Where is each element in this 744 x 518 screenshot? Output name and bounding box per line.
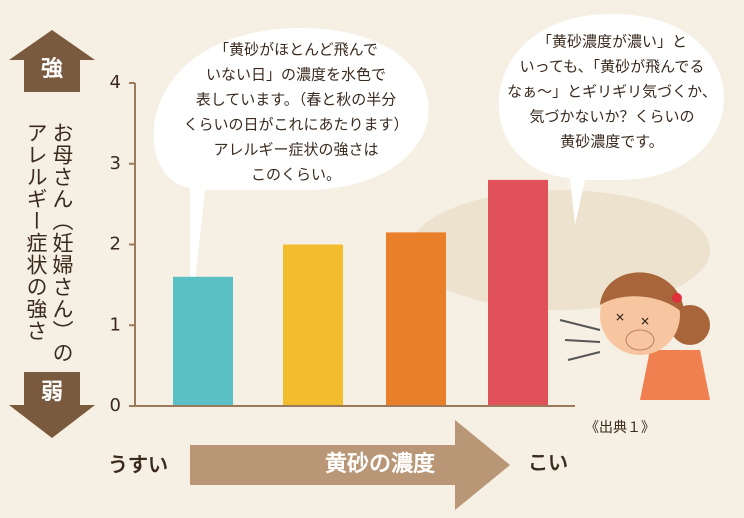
bar (173, 277, 233, 406)
y-tick-label: 2 (110, 234, 121, 255)
y-tick-label: 3 (110, 153, 121, 174)
y-label: アレルギー症状の強さ (24, 122, 48, 342)
chart: 強 弱 黄砂の濃度 うすい こい 《出典１》 「黄砂がほとんど飛んでいない日」の… (0, 0, 744, 518)
annotation-line: 黄砂濃度です。 (560, 133, 664, 151)
annotation-line: くらいの日がこれにあたります） (183, 116, 408, 134)
annotation-line: いっても、「黄砂が飛んでる (520, 58, 705, 76)
y-tick-label: 0 (110, 395, 121, 416)
annotation-line: このくらい。 (251, 166, 341, 184)
x-label: 黄砂の濃度 (325, 451, 436, 477)
annotation-line: なぁ〜」とギリギリ気づくか、 (507, 83, 717, 101)
annotation-line: 「黄砂濃度が濃い」と (537, 33, 687, 51)
y-tick-label: 4 (110, 72, 121, 93)
y-tick-label: 1 (110, 314, 121, 335)
annotation-line: 「黄砂がほとんど飛んで (214, 41, 378, 59)
svg-text:✕: ✕ (615, 311, 625, 325)
annotation-line: 気づかないか？くらいの (529, 108, 694, 126)
y-label: お母さん（妊婦さん）の (50, 122, 74, 364)
y-high: 強 (41, 56, 63, 82)
annotation-line: 表しています。（春と秋の半分 (196, 91, 397, 109)
x-low: うすい (108, 453, 168, 477)
annotation-line: アレルギー症状の強さは (213, 141, 378, 159)
y-low: 弱 (41, 380, 63, 405)
bar (386, 232, 446, 406)
annotation-line: いない日」の濃度を水色で (206, 66, 386, 84)
svg-text:✕: ✕ (640, 315, 650, 329)
bar (283, 245, 343, 407)
source: 《出典１》 (585, 420, 655, 436)
infographic: 強 弱 黄砂の濃度 うすい こい 《出典１》 「黄砂がほとんど飛んでいない日」の… (0, 0, 744, 518)
x-high: こい (528, 451, 568, 475)
bar (488, 180, 548, 406)
